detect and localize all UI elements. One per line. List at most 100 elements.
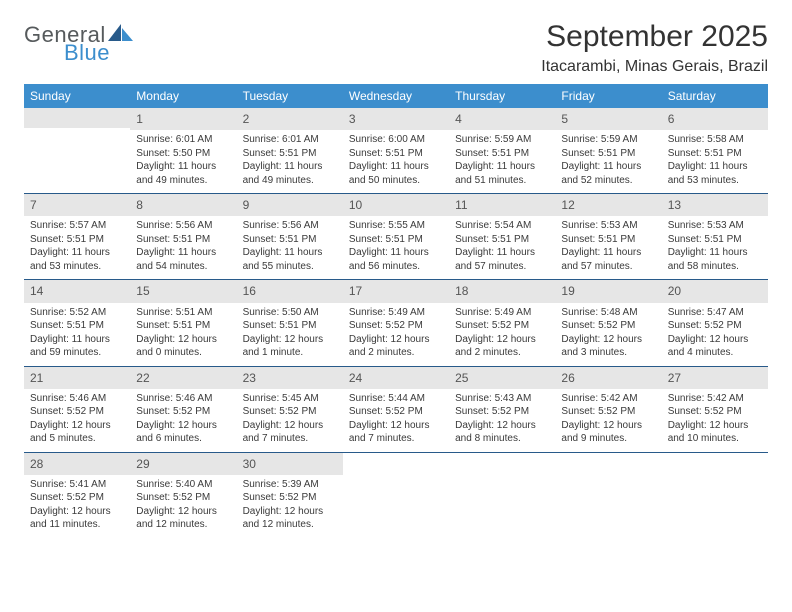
sunset-line: Sunset: 5:52 PM bbox=[455, 319, 549, 333]
sunrise-line: Sunrise: 5:54 AM bbox=[455, 219, 549, 233]
calendar-cell bbox=[555, 452, 661, 538]
calendar-cell: 26Sunrise: 5:42 AMSunset: 5:52 PMDayligh… bbox=[555, 366, 661, 452]
day-details: Sunrise: 6:00 AMSunset: 5:51 PMDaylight:… bbox=[343, 130, 449, 193]
calendar-week-row: 1Sunrise: 6:01 AMSunset: 5:50 PMDaylight… bbox=[24, 108, 768, 194]
sunrise-line: Sunrise: 6:01 AM bbox=[243, 133, 337, 147]
sunrise-line: Sunrise: 5:53 AM bbox=[668, 219, 762, 233]
sunrise-line: Sunrise: 5:56 AM bbox=[136, 219, 230, 233]
calendar-cell: 16Sunrise: 5:50 AMSunset: 5:51 PMDayligh… bbox=[237, 280, 343, 366]
day-number: 27 bbox=[662, 367, 768, 389]
calendar-cell: 30Sunrise: 5:39 AMSunset: 5:52 PMDayligh… bbox=[237, 452, 343, 538]
day-details: Sunrise: 5:39 AMSunset: 5:52 PMDaylight:… bbox=[237, 475, 343, 538]
day-number: 11 bbox=[449, 194, 555, 216]
calendar-cell: 12Sunrise: 5:53 AMSunset: 5:51 PMDayligh… bbox=[555, 194, 661, 280]
day-details: Sunrise: 5:42 AMSunset: 5:52 PMDaylight:… bbox=[555, 389, 661, 452]
day-number: 19 bbox=[555, 280, 661, 302]
day-details: Sunrise: 5:51 AMSunset: 5:51 PMDaylight:… bbox=[130, 303, 236, 366]
calendar-cell: 5Sunrise: 5:59 AMSunset: 5:51 PMDaylight… bbox=[555, 108, 661, 194]
daylight-line: Daylight: 11 hours and 57 minutes. bbox=[455, 246, 549, 273]
sunset-line: Sunset: 5:51 PM bbox=[136, 319, 230, 333]
day-details: Sunrise: 5:47 AMSunset: 5:52 PMDaylight:… bbox=[662, 303, 768, 366]
sunset-line: Sunset: 5:52 PM bbox=[561, 405, 655, 419]
day-number: 17 bbox=[343, 280, 449, 302]
day-number: 14 bbox=[24, 280, 130, 302]
sunrise-line: Sunrise: 5:48 AM bbox=[561, 306, 655, 320]
day-header: Monday bbox=[130, 84, 236, 108]
calendar-cell: 27Sunrise: 5:42 AMSunset: 5:52 PMDayligh… bbox=[662, 366, 768, 452]
day-number: 7 bbox=[24, 194, 130, 216]
calendar-cell: 17Sunrise: 5:49 AMSunset: 5:52 PMDayligh… bbox=[343, 280, 449, 366]
day-details: Sunrise: 6:01 AMSunset: 5:50 PMDaylight:… bbox=[130, 130, 236, 193]
daylight-line: Daylight: 11 hours and 53 minutes. bbox=[668, 160, 762, 187]
brand-logo: General Blue bbox=[24, 20, 134, 64]
day-details: Sunrise: 5:53 AMSunset: 5:51 PMDaylight:… bbox=[662, 216, 768, 279]
sunset-line: Sunset: 5:52 PM bbox=[136, 405, 230, 419]
calendar-cell: 11 Sunrise: 5:54 AMSunset: 5:51 PMDayligh… bbox=[449, 194, 555, 280]
calendar-cell bbox=[449, 452, 555, 538]
sunrise-line: Sunrise: 6:00 AM bbox=[349, 133, 443, 147]
day-number: 30 bbox=[237, 453, 343, 475]
sunset-line: Sunset: 5:52 PM bbox=[668, 405, 762, 419]
daylight-line: Daylight: 12 hours and 2 minutes. bbox=[455, 333, 549, 360]
calendar-week-row: 21Sunrise: 5:46 AMSunset: 5:52 PMDayligh… bbox=[24, 366, 768, 452]
sunset-line: Sunset: 5:52 PM bbox=[349, 405, 443, 419]
sunset-line: Sunset: 5:51 PM bbox=[30, 233, 124, 247]
calendar-cell: 18Sunrise: 5:49 AMSunset: 5:52 PMDayligh… bbox=[449, 280, 555, 366]
sunrise-line: Sunrise: 5:40 AM bbox=[136, 478, 230, 492]
day-details: Sunrise: 5:58 AMSunset: 5:51 PMDaylight:… bbox=[662, 130, 768, 193]
day-number: 29 bbox=[130, 453, 236, 475]
calendar-cell: 3Sunrise: 6:00 AMSunset: 5:51 PMDaylight… bbox=[343, 108, 449, 194]
day-header: Wednesday bbox=[343, 84, 449, 108]
sunset-line: Sunset: 5:52 PM bbox=[668, 319, 762, 333]
day-number: 28 bbox=[24, 453, 130, 475]
day-details: Sunrise: 5:45 AMSunset: 5:52 PMDaylight:… bbox=[237, 389, 343, 452]
daylight-line: Daylight: 12 hours and 10 minutes. bbox=[668, 419, 762, 446]
day-header: Tuesday bbox=[237, 84, 343, 108]
day-header-row: Sunday Monday Tuesday Wednesday Thursday… bbox=[24, 84, 768, 108]
daylight-line: Daylight: 11 hours and 54 minutes. bbox=[136, 246, 230, 273]
sunrise-line: Sunrise: 5:58 AM bbox=[668, 133, 762, 147]
sunrise-line: Sunrise: 5:56 AM bbox=[243, 219, 337, 233]
day-header: Friday bbox=[555, 84, 661, 108]
calendar-cell: 20Sunrise: 5:47 AMSunset: 5:52 PMDayligh… bbox=[662, 280, 768, 366]
page-header: General Blue September 2025 Itacarambi, … bbox=[24, 20, 768, 76]
sunrise-line: Sunrise: 5:42 AM bbox=[668, 392, 762, 406]
sunrise-line: Sunrise: 5:44 AM bbox=[349, 392, 443, 406]
day-header: Thursday bbox=[449, 84, 555, 108]
sunset-line: Sunset: 5:51 PM bbox=[455, 233, 549, 247]
day-number: 26 bbox=[555, 367, 661, 389]
sunset-line: Sunset: 5:51 PM bbox=[30, 319, 124, 333]
sunset-line: Sunset: 5:52 PM bbox=[349, 319, 443, 333]
calendar-table: Sunday Monday Tuesday Wednesday Thursday… bbox=[24, 84, 768, 538]
calendar-cell: 10Sunrise: 5:55 AMSunset: 5:51 PMDayligh… bbox=[343, 194, 449, 280]
sunset-line: Sunset: 5:52 PM bbox=[30, 405, 124, 419]
sunrise-line: Sunrise: 5:45 AM bbox=[243, 392, 337, 406]
daylight-line: Daylight: 11 hours and 53 minutes. bbox=[30, 246, 124, 273]
calendar-cell: 21Sunrise: 5:46 AMSunset: 5:52 PMDayligh… bbox=[24, 366, 130, 452]
calendar-cell bbox=[662, 452, 768, 538]
calendar-cell: 7 Sunrise: 5:57 AMSunset: 5:51 PMDaylight… bbox=[24, 194, 130, 280]
sunset-line: Sunset: 5:50 PM bbox=[136, 147, 230, 161]
sunrise-line: Sunrise: 5:59 AM bbox=[561, 133, 655, 147]
day-number: 3 bbox=[343, 108, 449, 130]
sunset-line: Sunset: 5:51 PM bbox=[668, 233, 762, 247]
sunrise-line: Sunrise: 5:57 AM bbox=[30, 219, 124, 233]
daylight-line: Daylight: 12 hours and 5 minutes. bbox=[30, 419, 124, 446]
empty-day-header bbox=[24, 108, 130, 128]
day-details: Sunrise: 5:42 AMSunset: 5:52 PMDaylight:… bbox=[662, 389, 768, 452]
day-number: 23 bbox=[237, 367, 343, 389]
calendar-cell: 4Sunrise: 5:59 AMSunset: 5:51 PMDaylight… bbox=[449, 108, 555, 194]
sunset-line: Sunset: 5:52 PM bbox=[243, 491, 337, 505]
day-details: Sunrise: 5:55 AMSunset: 5:51 PMDaylight:… bbox=[343, 216, 449, 279]
sunset-line: Sunset: 5:51 PM bbox=[349, 147, 443, 161]
day-details: Sunrise: 5:50 AMSunset: 5:51 PMDaylight:… bbox=[237, 303, 343, 366]
daylight-line: Daylight: 11 hours and 52 minutes. bbox=[561, 160, 655, 187]
day-details: Sunrise: 5:48 AMSunset: 5:52 PMDaylight:… bbox=[555, 303, 661, 366]
sunset-line: Sunset: 5:52 PM bbox=[30, 491, 124, 505]
calendar-cell: 15Sunrise: 5:51 AMSunset: 5:51 PMDayligh… bbox=[130, 280, 236, 366]
calendar-cell: 23Sunrise: 5:45 AMSunset: 5:52 PMDayligh… bbox=[237, 366, 343, 452]
calendar-cell: 9Sunrise: 5:56 AMSunset: 5:51 PMDaylight… bbox=[237, 194, 343, 280]
day-number: 8 bbox=[130, 194, 236, 216]
day-number: 2 bbox=[237, 108, 343, 130]
sunrise-line: Sunrise: 5:52 AM bbox=[30, 306, 124, 320]
